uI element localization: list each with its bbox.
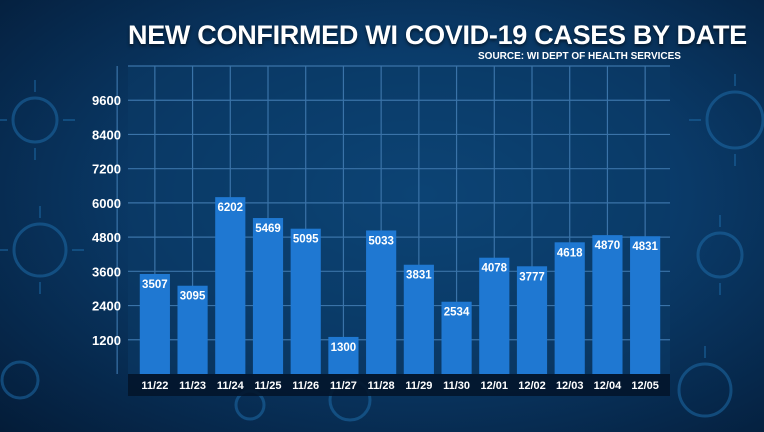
bar [592,235,623,374]
bar-value-label: 4870 [595,240,621,252]
bar-value-label: 1300 [331,342,357,354]
x-tick-label: 11/22 [141,380,168,392]
bar [403,264,434,374]
y-tick-label: 6000 [92,196,121,211]
x-tick-label: 12/04 [594,380,622,392]
bar [252,218,284,374]
y-tick-label: 9600 [92,93,121,108]
bar [441,301,472,374]
y-tick-label: 2400 [92,299,121,314]
x-tick-label: 11/23 [179,380,206,392]
bar [554,242,585,374]
y-tick-label: 8400 [92,127,121,142]
plot-area [128,66,670,374]
x-tick-label: 12/02 [518,380,546,392]
y-tick-label: 1200 [92,333,121,348]
x-tick-label: 11/25 [255,380,282,392]
x-tick-label: 12/01 [481,380,509,392]
bar [215,197,246,374]
bar-value-label: 4831 [632,241,658,253]
y-tick-label: 7200 [92,162,121,177]
bar-value-label: 3507 [142,279,168,291]
bar [630,236,661,374]
x-tick-label: 12/05 [631,380,659,392]
x-tick-label: 11/29 [405,380,432,392]
bars [139,197,661,374]
source-note: SOURCE: WI DEPT OF HEALTH SERVICES [478,51,681,62]
bar-value-label: 6202 [217,202,243,214]
bar-value-label: 3831 [406,270,432,282]
x-tick-label: 12/03 [556,380,584,392]
bar [516,266,548,374]
y-axis: 1200 2400 3600 4800 6000 7200 8400 9600 [92,93,121,348]
bar [366,230,397,374]
y-tick-label: 4800 [92,230,121,245]
x-axis-band [128,374,670,396]
bar-value-label: 5469 [255,223,281,235]
bar-value-label: 5033 [368,235,394,247]
x-tick-label: 11/28 [368,380,395,392]
bar-value-label: 3777 [519,271,545,283]
x-tick-label: 11/27 [330,380,357,392]
chart-title: NEW CONFIRMED WI COVID-19 CASES BY DATE [128,20,747,50]
x-axis: 11/22 11/23 11/24 11/25 11/26 11/27 11/28 11/29… [141,380,659,392]
bar [328,336,359,374]
y-tick-label: 3600 [92,264,121,279]
x-tick-label: 11/30 [443,380,470,392]
bar-value-label: 4078 [481,263,507,275]
bar [479,257,510,374]
data-labels: 3507 3095 6202 5469 5095 1300 5033 3831 2534 4078… [142,202,658,354]
bar-value-label: 3095 [180,291,206,303]
bar-value-label: 5095 [293,234,319,246]
bar [290,228,321,374]
bar-value-label: 2534 [444,307,470,319]
bar-value-label: 4618 [557,247,583,259]
x-tick-label: 11/24 [217,380,245,392]
bar [177,285,208,374]
bar [139,273,170,374]
x-tick-label: 11/26 [292,380,319,392]
